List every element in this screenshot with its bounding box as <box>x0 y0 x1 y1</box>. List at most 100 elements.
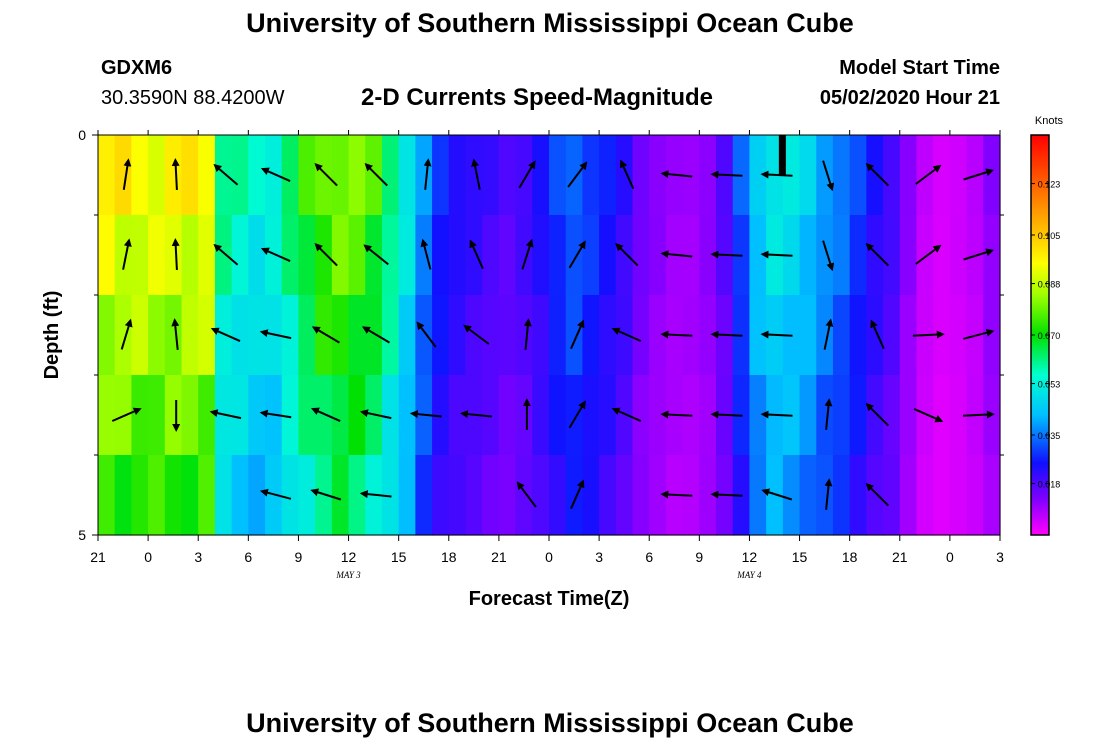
x-tick-label: 15 <box>792 549 808 565</box>
heatmap-cell <box>365 215 383 296</box>
heatmap-cell <box>498 455 517 536</box>
current-vector-arrow <box>865 482 890 507</box>
heatmap-cell <box>816 295 834 376</box>
heatmap-cell <box>799 215 817 296</box>
heatmap-cell <box>883 135 901 216</box>
heatmap-cell <box>231 375 249 456</box>
heatmap-cell <box>599 215 617 296</box>
heatmap-cell <box>983 215 1001 296</box>
heatmap-cell <box>799 295 817 376</box>
heatmap-cell <box>749 295 767 376</box>
heatmap-cell <box>398 375 416 456</box>
heatmap-cell <box>465 295 483 376</box>
heatmap-cell <box>198 455 216 536</box>
heatmap-cell <box>615 295 634 376</box>
heatmap-cell <box>415 215 433 296</box>
heatmap-cell <box>164 375 183 456</box>
heatmap-cell <box>198 295 216 376</box>
heatmap-cell <box>214 215 233 296</box>
x-tick-label: 0 <box>946 549 954 565</box>
heatmap-cell <box>148 135 166 216</box>
heatmap-cell <box>482 455 500 536</box>
footer-title: University of Southern Mississippi Ocean… <box>246 708 854 738</box>
heatmap-cell <box>599 295 617 376</box>
heatmap-cell <box>248 455 266 536</box>
heatmap-cell <box>849 295 867 376</box>
heatmap-cell <box>432 215 450 296</box>
current-vector-arrow <box>824 398 833 431</box>
heatmap-cell <box>98 295 116 376</box>
current-vector-arrow <box>363 244 389 266</box>
heatmap-cell <box>148 295 166 376</box>
heatmap-cell <box>582 295 600 376</box>
heatmap-cell <box>699 135 717 216</box>
heatmap-cell <box>582 135 600 216</box>
heatmap-cell <box>365 135 383 216</box>
heatmap-cell <box>131 455 149 536</box>
heatmap-cell <box>549 215 567 296</box>
model-start-time: 05/02/2020 Hour 21 <box>819 87 1000 109</box>
heatmap-cell <box>448 135 467 216</box>
heatmap-cell <box>331 135 350 216</box>
heatmap-cell <box>398 455 416 536</box>
heatmap-cell <box>298 135 316 216</box>
heatmap-cell <box>949 375 968 456</box>
current-vector-arrow <box>122 158 132 190</box>
heatmap-cell <box>799 455 817 536</box>
heatmap-cell <box>549 375 567 456</box>
current-vector-arrow <box>865 402 890 427</box>
heatmap-cell <box>615 215 634 296</box>
heatmap-cell <box>114 215 132 296</box>
heatmap-cell <box>916 135 934 216</box>
current-vector-arrow <box>760 250 793 259</box>
current-vector-arrow <box>568 240 586 269</box>
heatmap-cell <box>599 375 617 456</box>
current-vector-arrow <box>912 330 945 339</box>
heatmap-cell <box>315 295 333 376</box>
current-vector-arrow <box>822 160 835 192</box>
heatmap-cell <box>632 215 650 296</box>
current-vector-arrow <box>171 318 180 351</box>
heatmap-cell <box>632 375 650 456</box>
current-vector-arrow <box>416 321 437 348</box>
heatmap-cell <box>465 455 483 536</box>
current-vector-arrow <box>311 326 340 344</box>
heatmap-cell <box>832 215 851 296</box>
heatmap-cell <box>565 295 583 376</box>
current-vector-arrow <box>518 160 536 189</box>
x-tick-label: 6 <box>244 549 252 565</box>
x-tick-label: 6 <box>645 549 653 565</box>
current-vector-arrow <box>471 158 481 190</box>
heatmap-cell <box>298 215 316 296</box>
heatmap-cell <box>448 215 467 296</box>
heatmap-cell <box>532 375 550 456</box>
heatmap-cell <box>365 295 383 376</box>
heatmap-cell <box>315 375 333 456</box>
heatmap-cell <box>348 295 366 376</box>
current-vector-arrow <box>760 330 793 339</box>
current-vector-arrow <box>171 238 180 271</box>
y-axis-label: Depth (ft) <box>41 291 63 380</box>
y-tick-label: 5 <box>78 527 86 543</box>
heatmap-cell <box>331 455 350 536</box>
heatmap-cell <box>98 455 116 536</box>
heatmap-cell <box>916 455 934 536</box>
heatmap-cell <box>331 215 350 296</box>
heatmap-cell <box>482 375 500 456</box>
heatmap-cell <box>933 135 951 216</box>
current-vector-arrow <box>259 488 292 500</box>
heatmap-cell <box>966 455 984 536</box>
heatmap-cell <box>632 295 650 376</box>
x-tick-label: 21 <box>90 549 106 565</box>
heatmap-cell <box>348 215 366 296</box>
heatmap-cell <box>649 215 667 296</box>
current-vector-arrow <box>568 400 586 429</box>
x-tick-label: 3 <box>595 549 603 565</box>
x-tick-label: 21 <box>892 549 908 565</box>
current-vector-arrow <box>615 242 639 267</box>
heatmap-cell <box>448 375 467 456</box>
current-vector-arrow <box>570 319 585 350</box>
heatmap-cell <box>866 375 884 456</box>
heatmap-cell <box>899 295 918 376</box>
